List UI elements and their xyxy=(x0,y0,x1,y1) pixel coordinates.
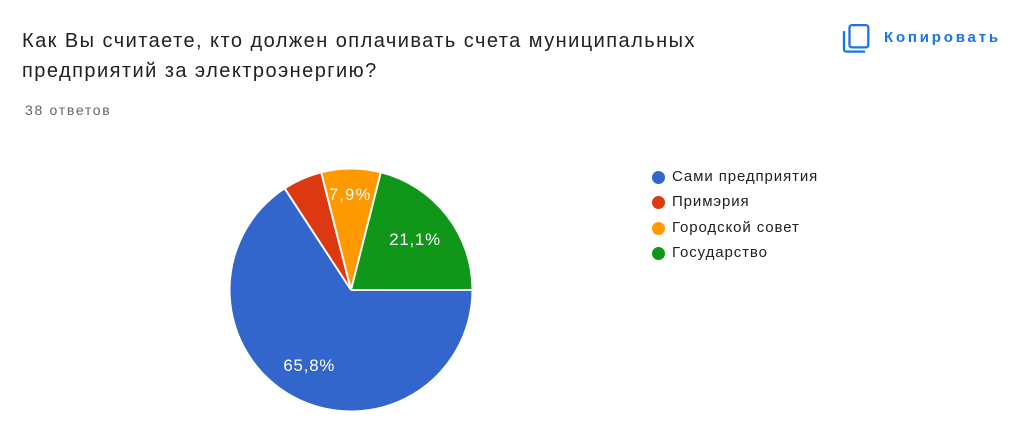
svg-text:65,8%: 65,8% xyxy=(283,356,335,375)
svg-text:7,9%: 7,9% xyxy=(329,186,372,204)
svg-text:21,1%: 21,1% xyxy=(389,230,441,249)
